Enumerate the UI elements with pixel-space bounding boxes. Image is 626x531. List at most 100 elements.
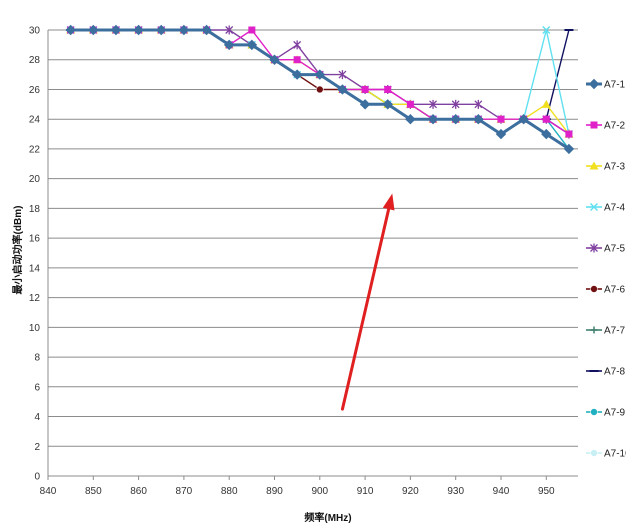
- data-point: [406, 100, 414, 108]
- data-point: [133, 24, 144, 36]
- data-point: [65, 24, 76, 36]
- y-tick-label: 26: [29, 85, 41, 96]
- data-point: [314, 69, 326, 80]
- series-a7-10: [66, 26, 573, 138]
- legend-label: A7-3: [604, 162, 626, 173]
- data-point: [178, 24, 190, 36]
- series-a7-5: [66, 25, 573, 139]
- legend-label: A7-9: [604, 408, 626, 419]
- y-tick-label: 20: [29, 174, 41, 185]
- series-a7-4: [66, 25, 573, 139]
- data-point: [315, 85, 324, 94]
- data-point: [542, 25, 551, 35]
- red-arrow: [340, 193, 395, 411]
- data-point: [382, 99, 393, 110]
- x-tick-label: 900: [311, 486, 328, 497]
- legend: A7-1 A7-2 A7-3 A7-4 A7-5 A7-6 A7-7 A7-8 A7-9 A7-1…: [586, 78, 626, 460]
- data-point: [223, 39, 235, 51]
- legend-marker: [588, 78, 600, 90]
- x-tick-label: 930: [447, 486, 464, 497]
- y-tick-label: 16: [29, 234, 41, 245]
- data-point: [359, 99, 371, 110]
- arrow-head: [382, 193, 395, 211]
- legend-marker: [589, 202, 599, 212]
- data-point: [542, 115, 550, 123]
- legend-item-a7-2: A7-2: [586, 121, 626, 132]
- data-point: [474, 99, 483, 109]
- legend-label: A7-10: [604, 449, 626, 460]
- data-point: [293, 56, 301, 64]
- x-tick-label: 840: [40, 486, 57, 497]
- data-point: [563, 143, 575, 155]
- legend-item-a7-3: A7-3: [586, 161, 626, 173]
- y-tick-label: 0: [34, 472, 40, 483]
- legend-marker: [590, 243, 598, 253]
- data-point: [246, 39, 258, 51]
- legend-label: A7-1: [604, 80, 626, 91]
- data-point: [405, 113, 416, 125]
- data-point: [518, 113, 529, 125]
- data-point: [338, 70, 347, 80]
- data-point: [565, 130, 573, 138]
- y-axis-title: 最小启动功率(dBm): [11, 206, 24, 295]
- series-line: [70, 29, 570, 135]
- data-point: [450, 113, 461, 125]
- data-point: [497, 115, 505, 123]
- legend-item-a7-9: A7-9: [586, 408, 626, 419]
- y-tick-label: 4: [34, 412, 40, 423]
- x-tick-label: 880: [221, 486, 238, 497]
- data-point: [269, 54, 280, 65]
- arrow-shaft: [340, 207, 391, 411]
- legend-label: A7-4: [604, 203, 626, 214]
- data-point: [225, 25, 234, 35]
- data-point: [110, 24, 122, 36]
- y-tick-label: 10: [29, 323, 41, 334]
- legend-item-a7-5: A7-5: [586, 243, 626, 255]
- legend-marker: [590, 121, 598, 129]
- data-point: [495, 128, 507, 140]
- x-tick-label: 940: [493, 486, 510, 497]
- data-point: [429, 99, 438, 109]
- data-point: [473, 113, 484, 125]
- x-tick-label: 890: [266, 486, 283, 497]
- legend-marker: [590, 326, 598, 334]
- legend-item-a7-4: A7-4: [586, 203, 626, 214]
- legend-item-a7-8: A7-8: [586, 367, 626, 378]
- legend-marker: [590, 408, 598, 416]
- series-a7-3: [66, 25, 574, 138]
- data-point: [427, 113, 439, 125]
- x-tick-label: 910: [357, 486, 374, 497]
- y-tick-label: 6: [34, 382, 40, 393]
- y-tick-label: 18: [29, 204, 41, 215]
- data-point: [201, 24, 212, 36]
- x-tick-label: 920: [402, 486, 419, 497]
- legend-label: A7-2: [604, 121, 626, 132]
- data-point: [384, 85, 392, 93]
- y-tick-label: 24: [29, 115, 41, 126]
- series-a7-7: [67, 26, 573, 138]
- legend-label: A7-6: [604, 285, 626, 296]
- legend-label: A7-8: [604, 367, 626, 378]
- data-point: [248, 26, 256, 34]
- data-point: [337, 84, 348, 95]
- y-tick-label: 14: [29, 263, 41, 274]
- y-tick-label: 12: [29, 293, 41, 304]
- series-a7-2: [67, 26, 573, 138]
- legend-item-a7-7: A7-7: [586, 326, 626, 337]
- data-point: [156, 24, 167, 36]
- data-point: [541, 99, 551, 108]
- legend-marker: [590, 449, 598, 457]
- x-tick-label: 850: [85, 486, 102, 497]
- series-line: [70, 29, 570, 135]
- legend-label: A7-5: [604, 244, 626, 255]
- series-line: [70, 29, 570, 135]
- series-line: [70, 29, 570, 135]
- x-tick-label: 870: [176, 486, 193, 497]
- legend-item-a7-10: A7-10: [586, 449, 626, 460]
- y-tick-label: 8: [34, 353, 40, 364]
- data-point: [293, 40, 302, 50]
- y-tick-label: 2: [34, 442, 40, 453]
